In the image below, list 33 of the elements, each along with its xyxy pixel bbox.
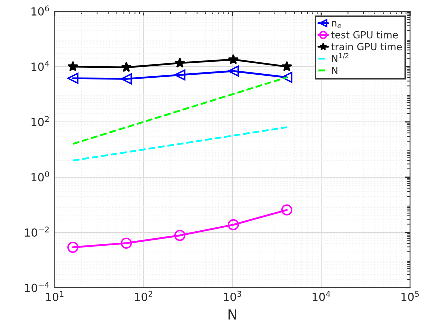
y-tick-label: 10$^{6}$ (32, 6, 50, 16)
point (68, 61, 78, 72)
legend-label: n$_{e}$ (332, 21, 342, 28)
legend-label: train GPU time (332, 43, 402, 51)
point (121, 74, 132, 85)
point (68, 72, 79, 84)
x-axis-title: N (228, 310, 236, 320)
point (68, 242, 79, 254)
legend-label: N (332, 67, 338, 74)
y-tick-label: 10$^{0}$ (32, 172, 50, 182)
point (228, 219, 240, 231)
point (228, 66, 240, 77)
y-tick-label: 10$^{−2}$ (25, 226, 49, 237)
x-tick-label: 10$^{5}$ (402, 291, 420, 302)
point (282, 61, 292, 72)
point (174, 58, 186, 68)
y-tick-label: 10$^{2}$ (32, 116, 49, 126)
y-tick-label: 10$^{−4}$ (25, 282, 50, 292)
point (121, 62, 132, 72)
point (281, 72, 293, 84)
x-tick-label: 10$^{4}$ (312, 291, 330, 302)
point (121, 238, 132, 249)
x-tick-label: 10$^{3}$ (224, 291, 242, 302)
legend-label: N$^{1/2}$ (332, 53, 349, 62)
point (174, 70, 186, 81)
point (174, 230, 186, 242)
point (281, 204, 293, 216)
line-series (72, 126, 288, 162)
x-tick-label: 10$^{1}$ (46, 291, 64, 302)
y-tick-label: 10$^{4}$ (32, 61, 50, 72)
legend-label: test GPU time (332, 31, 398, 39)
x-tick-label: 10$^{2}$ (135, 291, 152, 302)
point (228, 54, 239, 64)
